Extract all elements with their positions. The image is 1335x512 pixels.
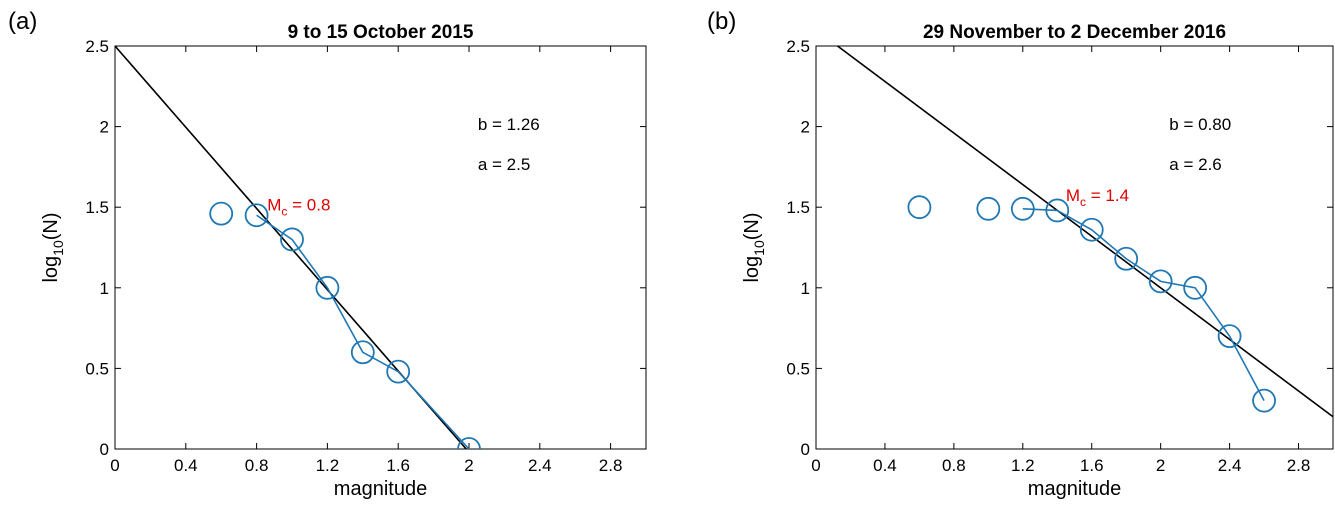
fit-line [836, 46, 1333, 418]
data-point [457, 437, 481, 449]
x-tick-label: 1.6 [1080, 456, 1104, 475]
data-point [350, 340, 375, 365]
x-tick-label: 0 [811, 456, 820, 475]
data-point [315, 275, 340, 300]
mc-annotation: Mc = 1.4 [1066, 186, 1129, 209]
y-tick-label: 1.5 [85, 198, 109, 217]
chart-panel-b: (b) 29 November to 2 December 2016 0 0.4 0.… [667, 0, 1334, 512]
x-tick-label: 1.2 [316, 456, 340, 475]
axes-box [815, 45, 1334, 450]
y-tick-label: 2 [801, 118, 810, 137]
data-point [209, 201, 234, 226]
x-tick-label: 0.8 [245, 456, 269, 475]
x-tick-label: 2.4 [1218, 456, 1242, 475]
data-point [1079, 217, 1104, 242]
y-tick-label: 1 [801, 279, 810, 298]
plot-area [115, 46, 481, 449]
data-point [1183, 275, 1208, 300]
y-axis-label: log10(N) [741, 212, 767, 282]
x-tick-label: 2.4 [528, 456, 552, 475]
mc-subscript: c [281, 204, 287, 218]
y-axis-label-rest: (N) [741, 212, 763, 240]
y-tick-label: 2 [100, 118, 109, 137]
x-axis-label: magnitude [334, 478, 427, 500]
data-point [1045, 198, 1070, 223]
y-tick-label: 1.5 [786, 198, 810, 217]
x-tick-label: 2 [1156, 456, 1165, 475]
chart-panel-a: (a) 9 to 15 October 2015 0 0.4 0.8 1.2 1.6 2 2.… [0, 0, 667, 512]
y-tick-label: 0.5 [786, 359, 810, 378]
x-tick-label: 0.8 [942, 456, 966, 475]
b-value-annotation: b = 1.26 [478, 115, 540, 134]
data-point [1114, 246, 1139, 271]
data-point [386, 359, 411, 384]
plot-area [836, 46, 1333, 418]
panel-label: (b) [707, 8, 737, 35]
data-series-line [1022, 208, 1265, 402]
mc-subscript: c [1080, 195, 1086, 209]
x-tick-label: 0 [110, 456, 119, 475]
y-axis-label-base: log [40, 256, 62, 283]
a-value-annotation: a = 2.6 [1169, 155, 1221, 174]
mc-prefix: M [1066, 186, 1080, 205]
y-tick-label: 0 [100, 440, 109, 459]
y-tick-label: 2.5 [786, 37, 810, 56]
data-point [244, 203, 269, 228]
data-point [976, 196, 1001, 221]
data-point [907, 195, 932, 220]
chart-title: 29 November to 2 December 2016 [923, 22, 1226, 43]
y-tick-label: 0.5 [85, 359, 109, 378]
x-tick-label: 2.8 [599, 456, 623, 475]
a-value-annotation: a = 2.5 [478, 155, 530, 174]
chart-svg: 29 November to 2 December 2016 0 0.4 0.8 1.2… [741, 22, 1334, 500]
x-tick-label: 2.8 [1287, 456, 1311, 475]
chart-title: 9 to 15 October 2015 [288, 22, 474, 43]
mc-suffix: = 1.4 [1086, 186, 1129, 205]
chart-svg: 9 to 15 October 2015 0 0.4 0.8 1.2 1.6 2 2.4 2.8… [40, 22, 647, 500]
y-axis-label-base: log [741, 256, 763, 283]
data-point [1252, 388, 1276, 413]
mc-prefix: M [267, 195, 281, 214]
x-tick-label: 0.4 [873, 456, 897, 475]
y-axis-label-rest: (N) [40, 212, 62, 240]
y-axis-label-subscript: 10 [50, 240, 66, 256]
mc-suffix: = 0.8 [287, 195, 330, 214]
data-point [1217, 324, 1242, 349]
y-tick-label: 1 [100, 279, 109, 298]
panel-label: (a) [8, 8, 38, 35]
x-axis-label: magnitude [1028, 478, 1121, 500]
axes-box [114, 45, 647, 450]
y-tick-label: 0 [801, 440, 810, 459]
data-series-line [256, 214, 470, 449]
data-point [1010, 196, 1035, 221]
x-tick-label: 0.4 [174, 456, 198, 475]
b-value-annotation: b = 0.80 [1169, 115, 1231, 134]
y-axis-label: log10(N) [40, 212, 66, 282]
data-point [1148, 269, 1173, 294]
y-axis-label-subscript: 10 [751, 240, 767, 256]
mc-annotation: Mc = 0.8 [267, 195, 330, 218]
x-tick-label: 1.6 [386, 456, 410, 475]
x-tick-label: 1.2 [1011, 456, 1035, 475]
data-point [280, 227, 304, 252]
x-tick-label: 2 [464, 456, 473, 475]
y-tick-label: 2.5 [85, 37, 109, 56]
